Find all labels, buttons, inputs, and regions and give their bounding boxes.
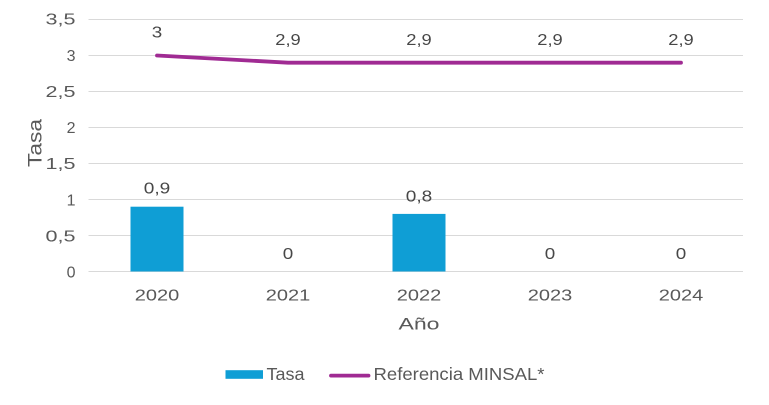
svg-text:0,9: 0,9 <box>144 181 171 198</box>
svg-text:3,5: 3,5 <box>46 12 76 29</box>
svg-text:3: 3 <box>152 25 163 42</box>
svg-text:2024: 2024 <box>659 288 704 305</box>
svg-text:2021: 2021 <box>266 288 311 305</box>
svg-text:2: 2 <box>67 120 76 137</box>
svg-text:0,8: 0,8 <box>406 189 433 206</box>
svg-text:Año: Año <box>399 315 440 334</box>
svg-text:3: 3 <box>67 48 76 65</box>
svg-text:0: 0 <box>676 246 687 263</box>
svg-text:Tasa: Tasa <box>26 118 47 167</box>
svg-text:0,5: 0,5 <box>46 229 76 246</box>
svg-text:0: 0 <box>283 246 294 263</box>
svg-text:2,9: 2,9 <box>537 32 563 49</box>
svg-text:2,9: 2,9 <box>406 32 432 49</box>
svg-text:Referencia MINSAL*: Referencia MINSAL* <box>374 364 545 384</box>
svg-text:1: 1 <box>67 192 76 209</box>
svg-text:2,9: 2,9 <box>275 32 301 49</box>
svg-text:2,5: 2,5 <box>46 84 76 101</box>
svg-text:2020: 2020 <box>135 288 180 305</box>
svg-text:0: 0 <box>67 265 76 282</box>
svg-text:Tasa: Tasa <box>267 364 305 384</box>
svg-text:1,5: 1,5 <box>46 156 76 173</box>
svg-text:2023: 2023 <box>528 288 573 305</box>
svg-text:2022: 2022 <box>397 288 442 305</box>
svg-text:0: 0 <box>545 246 556 263</box>
svg-text:2,9: 2,9 <box>668 32 694 49</box>
